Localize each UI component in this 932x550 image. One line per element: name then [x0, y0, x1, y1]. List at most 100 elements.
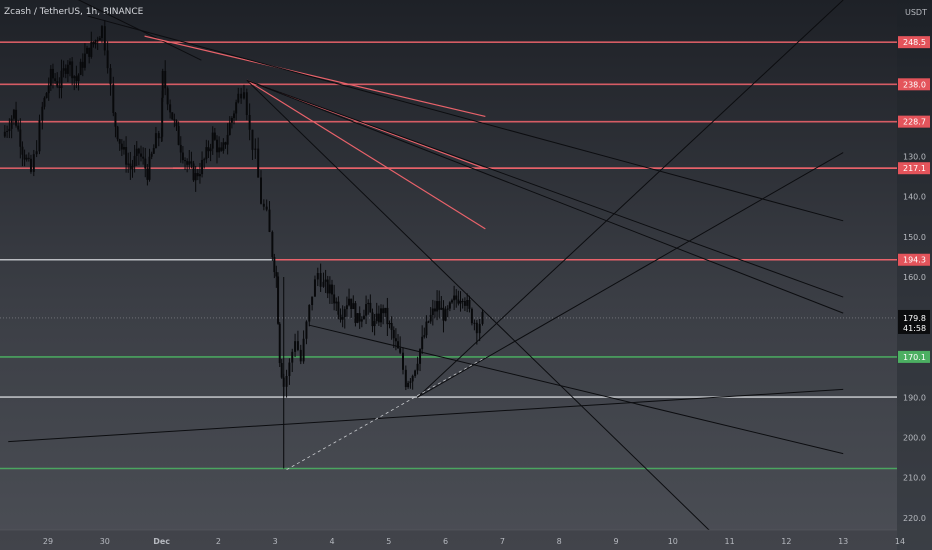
candle-body — [433, 308, 436, 312]
candle-body — [348, 298, 351, 306]
candle-body — [146, 168, 149, 180]
candle-body — [184, 160, 187, 162]
candle-body — [245, 92, 248, 116]
level-price-label: 170.1 — [903, 353, 926, 362]
candle-body — [459, 300, 462, 304]
candle-body — [468, 300, 471, 309]
candle-body — [436, 301, 439, 312]
candle-body — [32, 154, 35, 172]
candle-body — [481, 311, 484, 324]
candle-body — [339, 314, 342, 320]
level-price-badge — [898, 115, 930, 128]
candle-body — [49, 68, 52, 86]
candle-body — [192, 163, 195, 181]
price-tick-label: 220.0 — [903, 514, 926, 523]
candle-body — [41, 106, 44, 121]
candle-body — [397, 341, 400, 349]
candle-body — [181, 152, 184, 161]
candle-body — [207, 147, 210, 152]
candle-body — [450, 300, 453, 303]
plot-area[interactable] — [0, 0, 897, 550]
candle-body — [161, 97, 164, 137]
candle-body — [377, 313, 380, 323]
candle-body — [285, 376, 288, 387]
candle-body — [166, 88, 169, 105]
candle-body — [209, 148, 212, 152]
candle-body — [188, 161, 191, 165]
candle-body — [265, 206, 268, 210]
candle-body — [226, 134, 229, 145]
time-tick-label: 30 — [100, 537, 110, 546]
candle-body — [186, 161, 189, 165]
candle-body — [328, 284, 331, 294]
candle-body — [12, 109, 15, 119]
candle-body — [271, 231, 274, 258]
candle-body — [133, 155, 136, 166]
candle-body — [425, 321, 428, 336]
candle-body — [326, 279, 329, 294]
candle-body — [305, 321, 308, 339]
price-axis[interactable] — [897, 0, 932, 550]
candle-body — [268, 209, 271, 232]
level-price-badge — [898, 162, 930, 175]
time-tick-label: 2 — [216, 537, 221, 546]
candle-body — [273, 257, 276, 273]
candle-body — [201, 159, 204, 175]
candle-body — [373, 321, 376, 327]
trend-line — [246, 79, 486, 230]
candle-body — [343, 309, 346, 318]
time-tick-label: 3 — [273, 537, 278, 546]
candle-body — [83, 53, 86, 68]
candle-body — [237, 93, 240, 103]
candle-body — [58, 86, 61, 88]
candle-body — [356, 313, 359, 323]
time-tick-label: 4 — [329, 537, 334, 546]
candle-body — [86, 47, 89, 54]
candle-body — [75, 76, 78, 81]
candle-body — [64, 68, 67, 74]
candle-body — [308, 304, 311, 322]
trend-line — [8, 388, 844, 443]
price-tick-label: 210.0 — [903, 474, 926, 483]
candle-body — [421, 336, 424, 350]
price-tick-label: 140.0 — [903, 193, 926, 202]
candle-body — [407, 382, 410, 388]
price-tick-label: 190.0 — [903, 393, 926, 402]
candle-body — [114, 112, 117, 127]
candle-body — [365, 304, 368, 316]
trend-line — [246, 79, 844, 314]
candle-body — [62, 68, 65, 71]
candle-body — [224, 142, 227, 145]
candle-body — [473, 322, 476, 324]
trend-line — [416, 152, 844, 398]
candle-body — [386, 307, 389, 325]
candle-body — [3, 131, 6, 137]
level-price-label: 248.5 — [903, 38, 926, 47]
candle-body — [175, 120, 178, 127]
candle-body — [35, 151, 38, 155]
trend-line — [416, 0, 844, 398]
candle-body — [294, 341, 297, 352]
candle-body — [409, 381, 412, 383]
candle-body — [337, 301, 340, 315]
price-tick-label: 160.0 — [903, 273, 926, 282]
candle-body — [440, 307, 443, 310]
time-axis[interactable] — [0, 530, 897, 550]
candle-body — [173, 119, 176, 121]
time-tick-label: 10 — [668, 537, 678, 546]
candle-body — [69, 61, 72, 65]
trend-line — [246, 79, 710, 530]
level-price-badge — [898, 350, 930, 363]
candle-body — [392, 329, 395, 339]
candle-body — [177, 126, 180, 145]
candle-body — [171, 112, 174, 120]
time-tick-label: 14 — [895, 537, 905, 546]
candle-body — [429, 314, 432, 322]
time-tick-label: 12 — [781, 537, 791, 546]
candle-body — [457, 299, 460, 304]
candle-body — [116, 126, 119, 140]
candle-body — [242, 92, 245, 99]
candle-body — [240, 93, 243, 99]
candle-body — [394, 338, 397, 342]
